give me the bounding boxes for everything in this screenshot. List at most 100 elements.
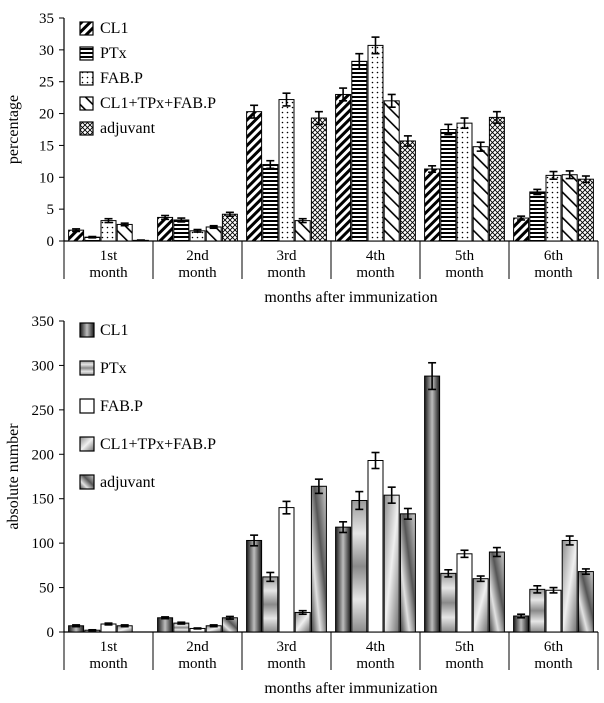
bar-ptx-3rd-month xyxy=(262,164,279,242)
percentage-chart: 0 5 10 15 20 25 30 35 1st month 2nd month 3rd month 4t… xyxy=(5,11,599,306)
bar-fab-p-6th-month xyxy=(545,174,562,242)
error-bar-ptx-2nd-month xyxy=(177,217,186,223)
legend-label-ptx: PTx xyxy=(100,360,127,377)
x-tick-label: 3rd month xyxy=(267,248,306,281)
bar-cl1-tpx-fab-p-2nd-month xyxy=(205,226,222,242)
error-bar-fab-p-2nd-month xyxy=(193,627,202,630)
legend-swatch-adjuvant xyxy=(79,121,94,136)
y-tick-label: 50 xyxy=(39,581,54,597)
error-bar-cl1-tpx-fab-p-6th-month xyxy=(565,170,574,180)
legend-swatch-fab-p xyxy=(79,71,94,86)
bar-fab-p-5th-month xyxy=(456,122,473,242)
legend-label-cl1: CL1 xyxy=(100,322,128,339)
legend-label-cl1-tpx-fab-p: CL1+TPx+FAB.P xyxy=(100,95,216,112)
legend-label-fab-p: FAB.P xyxy=(100,70,143,87)
x-tick-label: 1st month xyxy=(89,248,128,281)
bar-cl1-tpx-fab-p-4th-month xyxy=(383,494,400,633)
x-tick-label: 6th month xyxy=(534,248,573,281)
bar-cl1-4th-month xyxy=(335,93,352,242)
legend: CL1 PTx FAB.P CL1+TPx+FAB.P adjuvant xyxy=(79,20,216,137)
error-bar-cl1-tpx-fab-p-2nd-month xyxy=(209,224,218,230)
bar-adjuvant-5th-month xyxy=(488,116,505,242)
error-bar-cl1-2nd-month xyxy=(161,214,170,221)
y-tick-label: 5 xyxy=(47,202,55,218)
bar-adjuvant-6th-month xyxy=(577,571,594,633)
y-tick-label: 0 xyxy=(47,625,55,641)
error-bar-adjuvant-2nd-month xyxy=(225,211,234,217)
error-bar-adjuvant-2nd-month xyxy=(225,615,234,620)
legend: CL1 PTx FAB.P CL1+TPx+FAB.P adjuvant xyxy=(79,322,216,491)
error-bar-cl1-5th-month xyxy=(428,165,437,173)
error-bar-fab-p-3rd-month xyxy=(282,92,291,107)
bar-fab-p-5th-month xyxy=(456,553,473,633)
error-bar-adjuvant-6th-month xyxy=(581,175,590,184)
error-bar-ptx-3rd-month xyxy=(266,159,275,170)
error-bar-cl1-tpx-fab-p-4th-month xyxy=(387,486,396,504)
x-tick-label: 4th month xyxy=(356,248,395,281)
bar-adjuvant-2nd-month xyxy=(221,213,238,242)
bar-cl1-tpx-fab-p-3rd-month xyxy=(294,220,311,242)
error-bar-ptx-4th-month xyxy=(355,52,364,70)
y-axis-title: absolute number xyxy=(5,423,22,530)
x-axis-title: months after immunization xyxy=(264,680,437,697)
error-bar-cl1-tpx-fab-p-3rd-month xyxy=(298,609,307,616)
error-bar-cl1-1st-month xyxy=(72,228,81,233)
error-bar-cl1-tpx-fab-p-3rd-month xyxy=(298,217,307,224)
y-tick-label: 350 xyxy=(32,314,55,330)
x-tick-label: 2nd month xyxy=(178,639,217,672)
error-bar-ptx-6th-month xyxy=(533,188,542,196)
error-bar-ptx-6th-month xyxy=(533,584,542,594)
y-tick-label: 200 xyxy=(32,447,55,463)
bar-cl1-2nd-month xyxy=(157,617,174,633)
error-bar-fab-p-4th-month xyxy=(371,451,380,470)
x-tick-label: 6th month xyxy=(534,639,573,672)
bar-cl1-3rd-month xyxy=(246,111,263,242)
error-bar-cl1-3rd-month xyxy=(250,104,259,119)
bar-fab-p-6th-month xyxy=(545,589,562,633)
bar-cl1-tpx-fab-p-5th-month xyxy=(472,578,489,633)
y-tick-label: 10 xyxy=(39,170,54,186)
y-tick-label: 35 xyxy=(39,11,54,27)
bar-cl1-tpx-fab-p-6th-month xyxy=(561,174,578,242)
y-tick-label: 300 xyxy=(32,358,55,374)
error-bar-ptx-3rd-month xyxy=(266,571,275,583)
bar-adjuvant-5th-month xyxy=(488,551,505,633)
legend-swatch-cl1 xyxy=(79,21,94,36)
y-tick-label: 30 xyxy=(39,43,54,59)
legend-swatch-cl1-tpx-fab-p xyxy=(79,436,95,452)
y-tick-label: 250 xyxy=(32,403,55,419)
legend-label-adjuvant: adjuvant xyxy=(100,120,156,137)
legend-swatch-cl1-tpx-fab-p xyxy=(79,96,94,111)
x-tick-label: 3rd month xyxy=(267,639,306,672)
error-bar-adjuvant-3rd-month xyxy=(314,110,323,126)
error-bar-fab-p-4th-month xyxy=(371,36,380,55)
error-bar-cl1-5th-month xyxy=(428,361,437,391)
error-bar-fab-p-2nd-month xyxy=(193,228,202,233)
bar-cl1-2nd-month xyxy=(157,216,174,242)
bar-cl1-3rd-month xyxy=(246,539,263,633)
x-tick-label: 5th month xyxy=(445,639,484,672)
error-bar-fab-p-6th-month xyxy=(549,586,558,594)
error-bar-ptx-1st-month xyxy=(88,628,97,632)
error-bar-ptx-4th-month xyxy=(355,490,364,511)
error-bar-cl1-tpx-fab-p-1st-month xyxy=(120,624,129,628)
bar-cl1-tpx-fab-p-3rd-month xyxy=(294,611,311,633)
error-bar-ptx-2nd-month xyxy=(177,621,186,625)
bar-adjuvant-6th-month xyxy=(577,178,594,242)
absolute-number-chart: 0 50 100 150 200 250 300 350 1st month 2nd month 3rd… xyxy=(5,314,599,697)
legend-label-ptx: PTx xyxy=(100,45,127,62)
legend-swatch-ptx xyxy=(79,46,94,61)
error-bar-adjuvant-6th-month xyxy=(581,568,590,576)
bar-fab-p-4th-month xyxy=(367,460,384,633)
error-bar-adjuvant-3rd-month xyxy=(314,478,323,495)
bar-cl1-tpx-fab-p-1st-month xyxy=(116,223,133,242)
bar-cl1-5th-month xyxy=(424,168,441,242)
x-tick-label: 2nd month xyxy=(178,248,217,281)
error-bar-cl1-4th-month xyxy=(339,87,348,102)
bar-cl1-5th-month xyxy=(424,375,441,633)
bar-ptx-3rd-month xyxy=(262,576,279,633)
bar-ptx-4th-month xyxy=(351,60,368,242)
bar-fab-p-4th-month xyxy=(367,44,384,242)
legend-label-cl1: CL1 xyxy=(100,20,128,37)
